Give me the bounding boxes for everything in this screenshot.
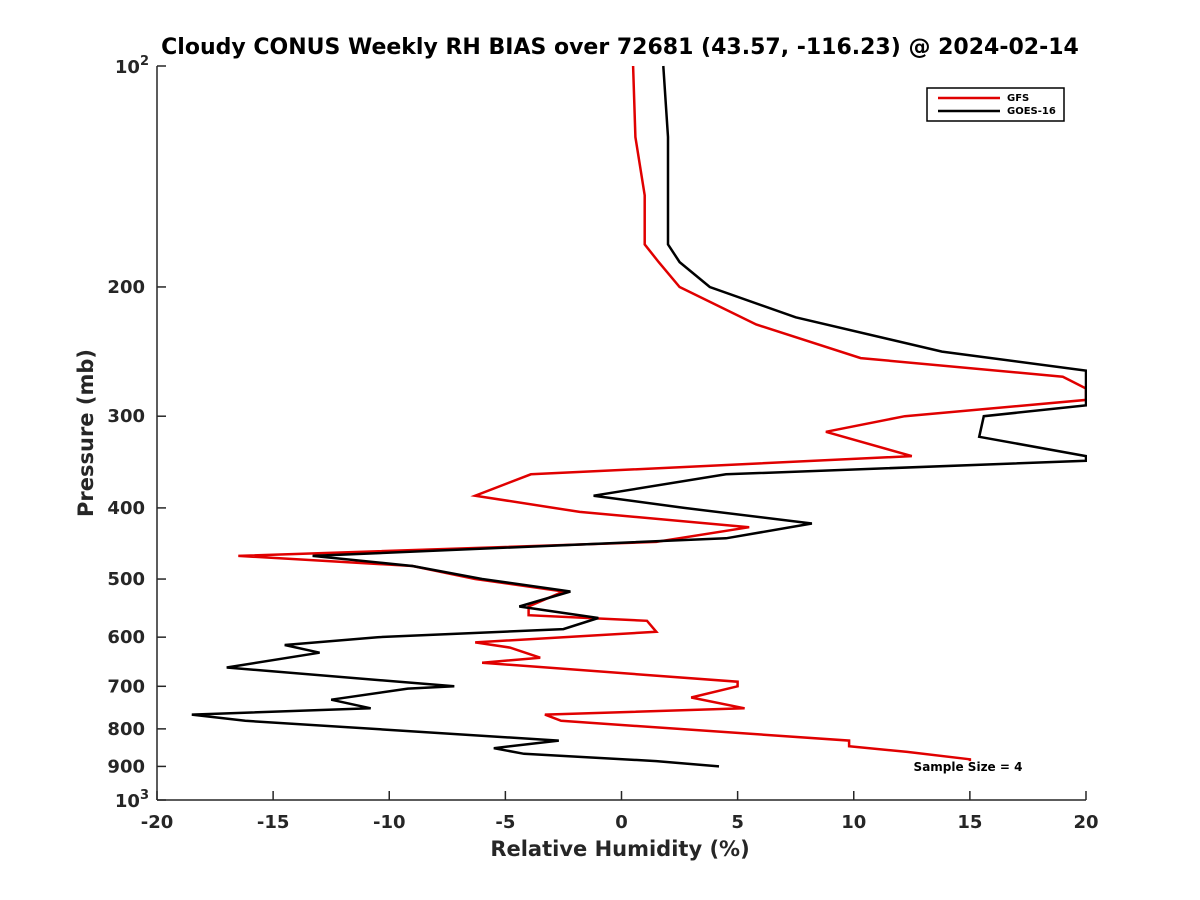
- y-axis-label: Pressure (mb): [74, 349, 98, 517]
- y-tick-label: 600: [107, 627, 145, 648]
- x-tick-label: -15: [257, 812, 290, 833]
- x-tick-label: 10: [841, 812, 866, 833]
- legend: GFS GOES-16: [926, 87, 1065, 122]
- x-tick-label: 15: [957, 812, 982, 833]
- y-tick-label: 300: [107, 406, 145, 427]
- y-tick-label: 400: [107, 498, 145, 519]
- y-tick-label: 800: [107, 719, 145, 740]
- x-ticks: -20 -15 -10 -5 0 5 10 15 20: [141, 791, 1099, 833]
- sample-size-annotation: Sample Size = 4: [914, 760, 1023, 774]
- x-tick-label: 0: [615, 812, 628, 833]
- x-tick-label: 5: [731, 812, 744, 833]
- y-tick-label-top: 102: [115, 54, 149, 78]
- x-tick-label: 20: [1073, 812, 1098, 833]
- legend-label-gfs: GFS: [1007, 93, 1029, 104]
- y-tick-label: 200: [107, 277, 145, 298]
- x-tick-label: -5: [495, 812, 515, 833]
- y-tick-label: 700: [107, 676, 145, 697]
- y-tick-label-bottom: 103: [115, 788, 149, 812]
- y-ticks: 200 300 400 500 600 700 800 900 102 103: [107, 54, 166, 812]
- legend-box: [926, 87, 1065, 122]
- x-tick-label: -20: [141, 812, 174, 833]
- y-tick-label: 500: [107, 569, 145, 590]
- x-tick-label: -10: [373, 812, 406, 833]
- series-line-goes16: [191, 65, 1087, 768]
- y-tick-label: 900: [107, 756, 145, 777]
- x-axis-label: Relative Humidity (%): [490, 837, 749, 861]
- series-layer: [191, 65, 1087, 768]
- legend-label-goes16: GOES-16: [1007, 106, 1056, 117]
- chart-title: Cloudy CONUS Weekly RH BIAS over 72681 (…: [161, 35, 1079, 60]
- plot-area: [157, 66, 1086, 800]
